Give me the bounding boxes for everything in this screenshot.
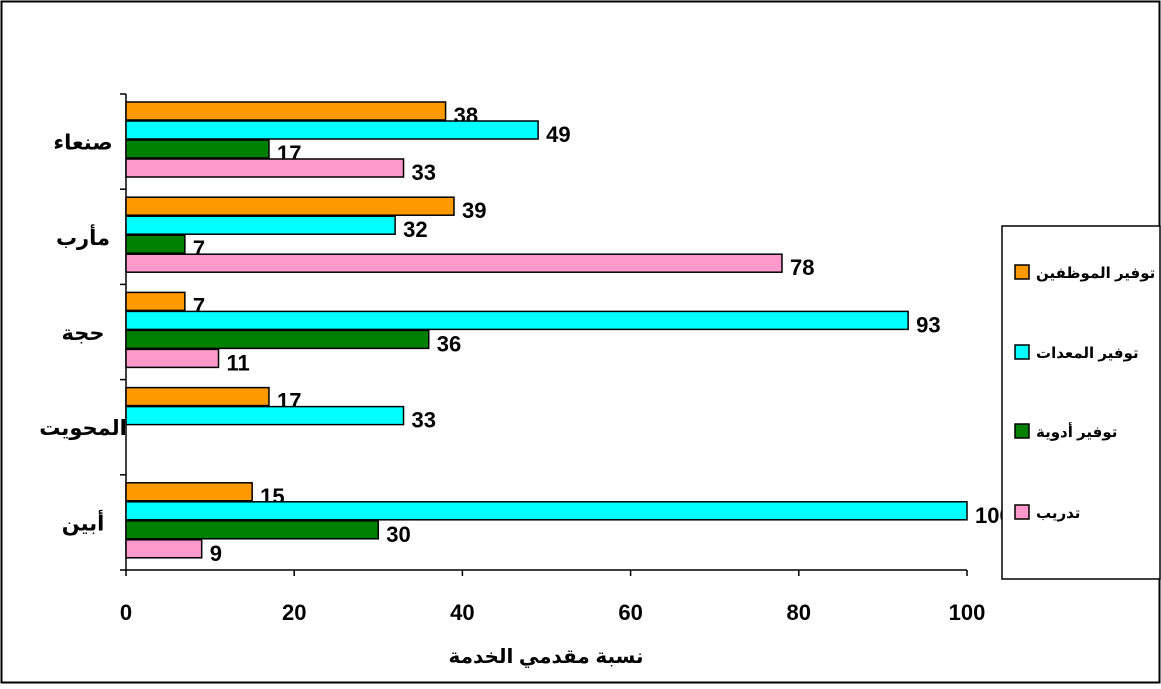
bar: [125, 482, 253, 502]
x-tick-label: 20: [282, 600, 306, 625]
bar: [125, 120, 539, 140]
bar: [125, 329, 430, 350]
legend-label: توفير الموظفين: [1036, 265, 1155, 282]
bar: [125, 405, 405, 426]
legend-swatch: [1014, 344, 1030, 360]
bar: [125, 348, 220, 369]
bar: [125, 139, 270, 159]
bar: [125, 539, 203, 559]
legend-box: [1001, 225, 1161, 580]
plot-area: 0 20 40 60 80 100أبين15100309المحويت1733حجة79…: [39, 93, 1012, 625]
bar: [125, 101, 447, 121]
bar-data-label: 33: [412, 408, 436, 433]
y-category-label: صنعاء: [53, 132, 112, 155]
x-tick-label: 100: [949, 600, 986, 625]
legend: توفير الموظفين توفير المعدات توفير أدوية تد…: [1001, 225, 1161, 580]
x-axis-title: نسبة مقدمي الخدمة: [448, 646, 643, 669]
bar-data-label: 39: [462, 198, 486, 223]
legend-label: توفير المعدات: [1036, 345, 1139, 362]
bar: [125, 310, 909, 331]
legend-label: توفير أدوية: [1036, 422, 1117, 441]
bar-data-label: 33: [412, 160, 436, 185]
legend-swatch: [1014, 423, 1030, 439]
x-tick-label: 60: [618, 600, 642, 625]
bar: [125, 215, 396, 235]
bar-data-label: 9: [210, 541, 222, 566]
bar: [125, 291, 186, 312]
x-tick-label: 80: [787, 600, 811, 625]
bar: [125, 196, 455, 216]
x-tick-label: 0: [120, 600, 132, 625]
bar-data-label: 30: [386, 522, 410, 547]
bar: [125, 253, 783, 273]
y-category-label: أبين: [62, 508, 105, 535]
bar-data-label: 36: [437, 331, 461, 356]
legend-swatch: [1014, 264, 1030, 280]
bar-data-label: 32: [403, 217, 427, 242]
y-category-label: حجة: [61, 322, 104, 345]
bar: [125, 158, 405, 178]
legend-label: تدريب: [1036, 505, 1080, 522]
bar: [125, 386, 270, 407]
bar-data-label: 78: [790, 255, 814, 280]
bar-data-label: 11: [227, 350, 250, 375]
bar-data-label: 93: [916, 312, 940, 337]
bar: [125, 501, 968, 521]
x-tick-label: 40: [450, 600, 474, 625]
y-category-label: مأرب: [56, 223, 110, 250]
bar: [125, 234, 186, 254]
bar: [125, 520, 380, 540]
y-category-label: المحويت: [39, 417, 127, 440]
legend-swatch: [1014, 504, 1030, 520]
bar-data-label: 49: [546, 122, 570, 147]
